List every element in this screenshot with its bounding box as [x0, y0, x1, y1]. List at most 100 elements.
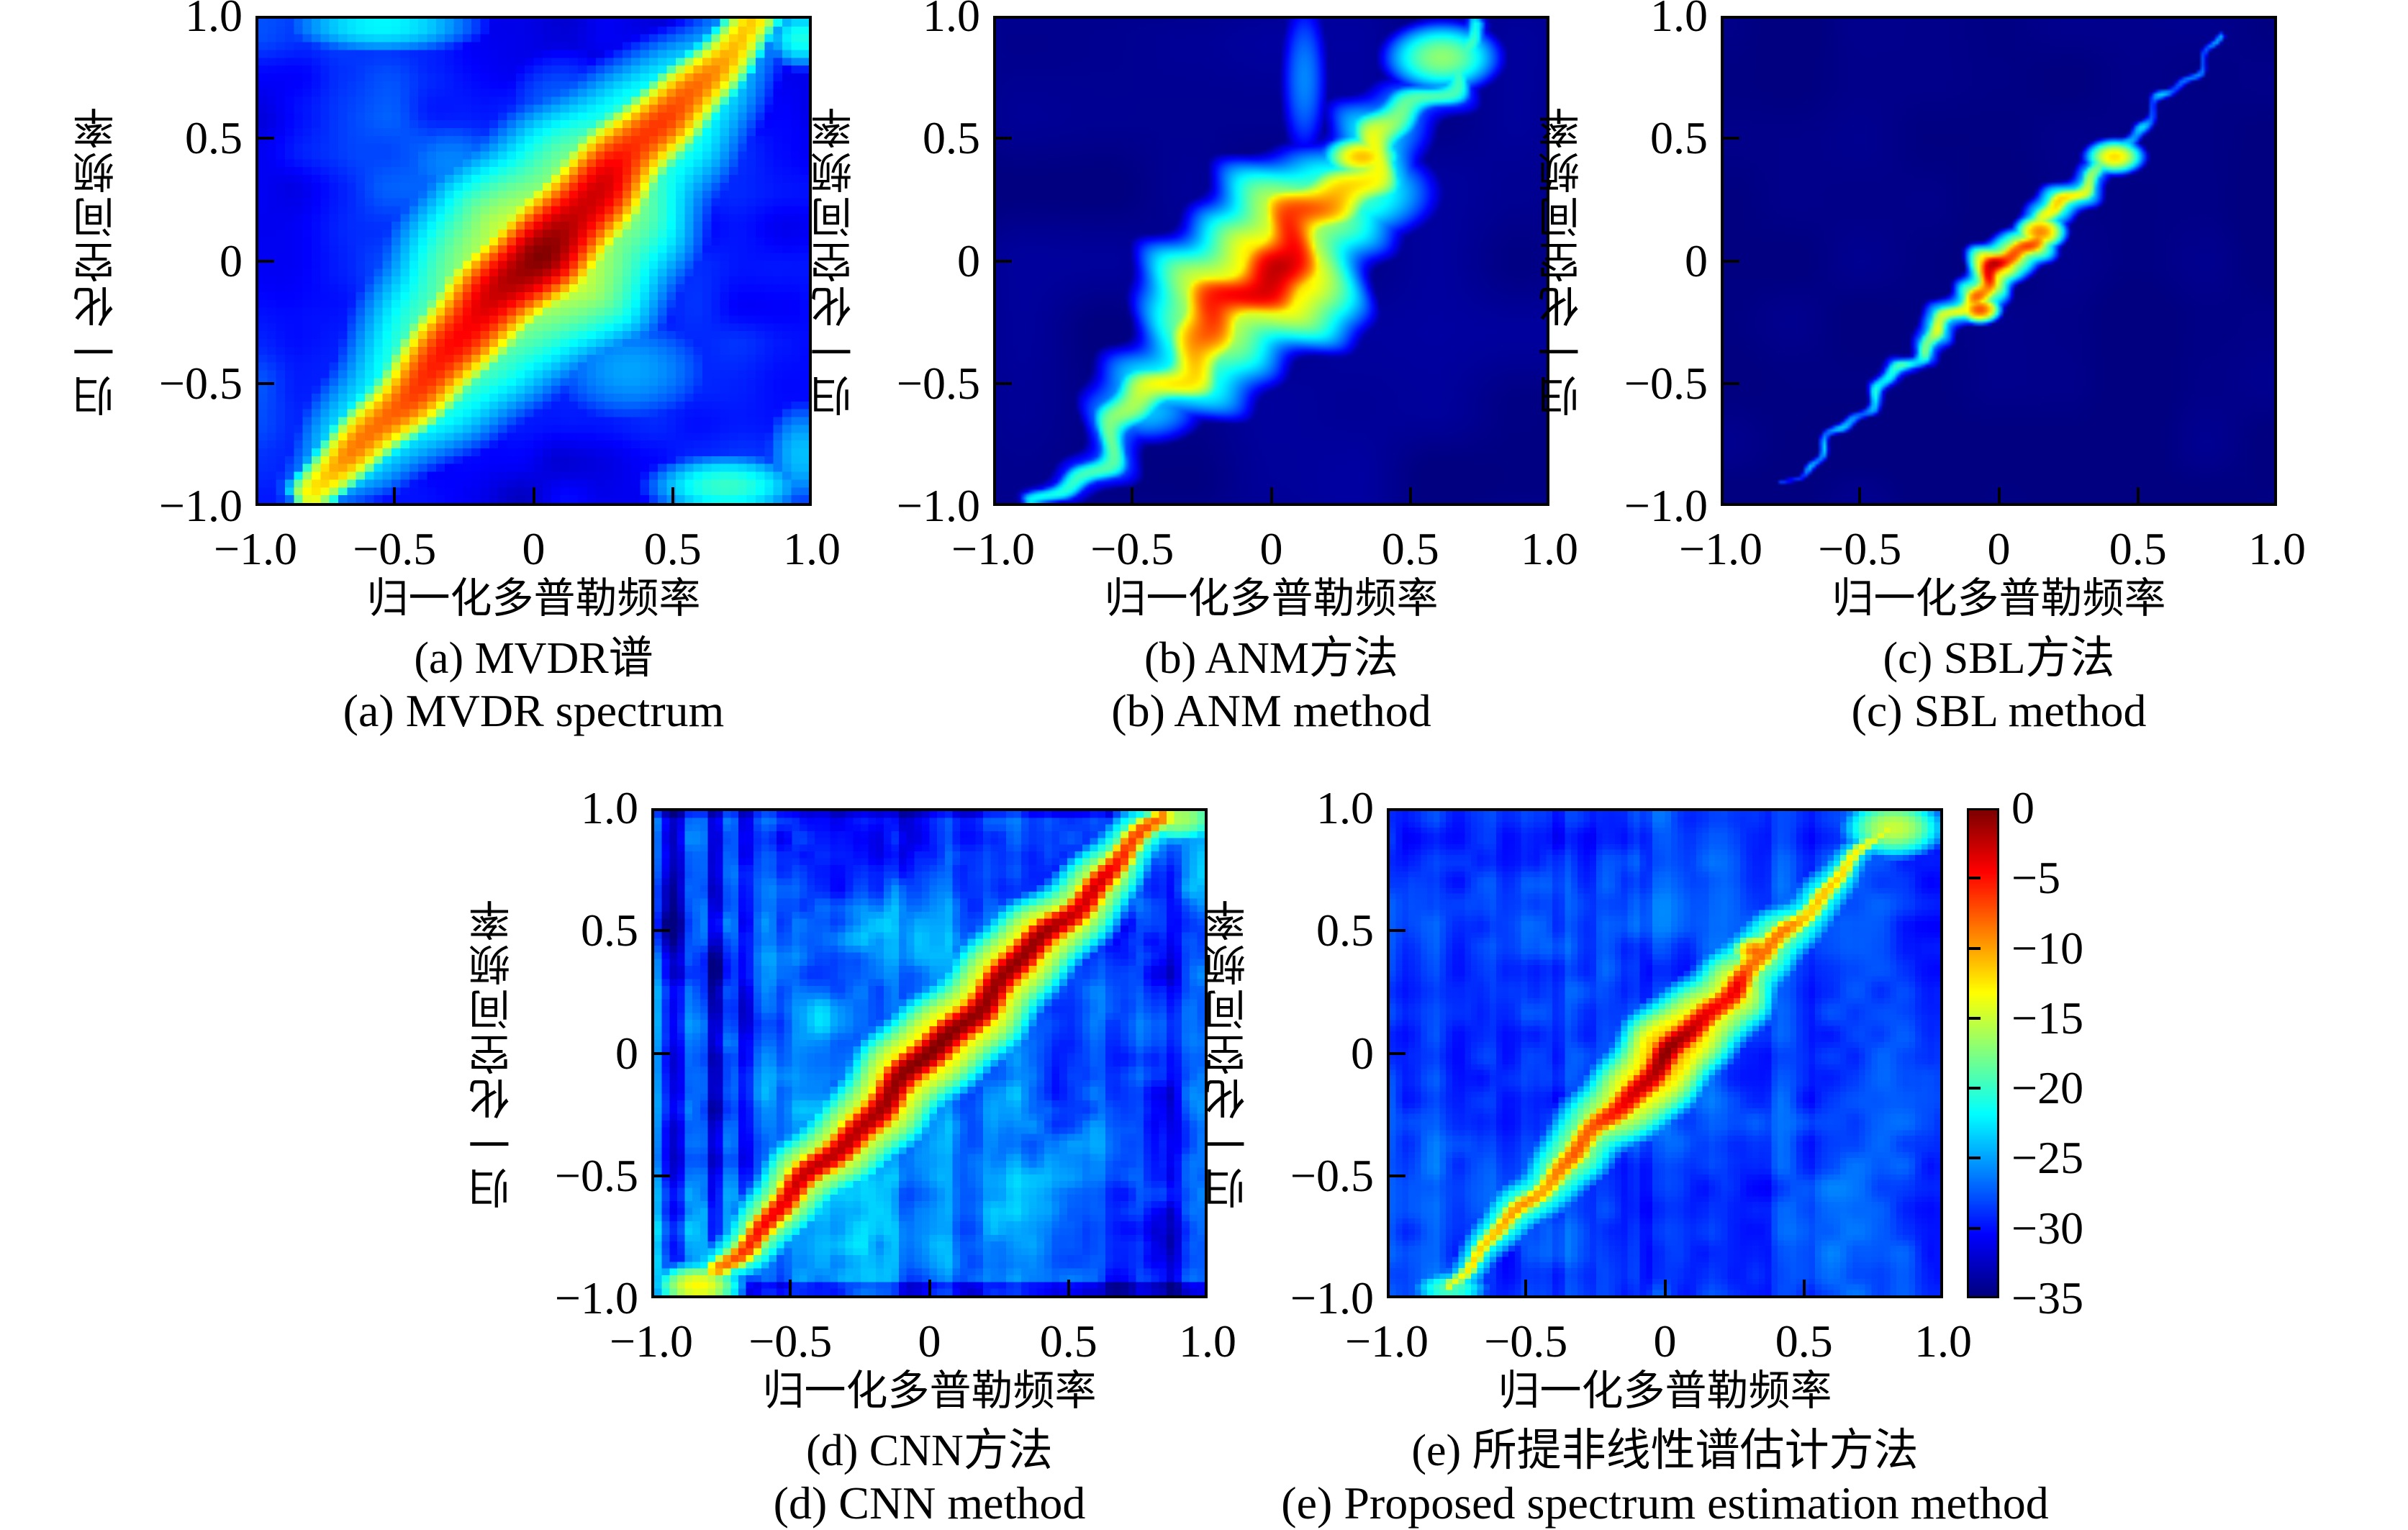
y-tick-label: 1.0 — [923, 0, 980, 41]
y-tick-mark — [1390, 929, 1406, 933]
x-tick-label: −1.0 — [1678, 523, 1763, 574]
colorbar-tick-label: −15 — [2011, 992, 2084, 1044]
y-tick-label: 0 — [219, 235, 243, 286]
y-tick-label: 1.0 — [185, 0, 243, 41]
y-tick-mark — [996, 259, 1012, 263]
caption-b: (b) ANM方法 (b) ANM method — [705, 633, 1837, 738]
x-tick-label: 0 — [918, 1316, 941, 1367]
heatmap-c — [1721, 16, 2277, 506]
caption-e: (e) 所提非线性谱估计方法 (e) Proposed spectrum est… — [1099, 1425, 2231, 1530]
caption-d: (d) CNN方法 (d) CNN method — [363, 1425, 1495, 1530]
colorbar-tick-mark — [1969, 1226, 1981, 1230]
y-tick-mark — [654, 1051, 670, 1055]
x-tick-label: −0.5 — [1818, 523, 1902, 574]
colorbar-gradient — [1967, 808, 1999, 1298]
x-tick-label: −1.0 — [609, 1316, 694, 1367]
x-tick-label: −0.5 — [1090, 523, 1174, 574]
colorbar-tick-mark — [1969, 946, 1981, 950]
x-tick-label: 0 — [1259, 523, 1283, 574]
y-tick-mark — [1390, 1174, 1406, 1177]
x-tick-mark — [1408, 487, 1412, 503]
y-tick-mark — [1724, 137, 1739, 140]
x-tick-mark — [1131, 487, 1134, 503]
heatmap-canvas-c — [1724, 19, 2274, 503]
x-tick-label: 0 — [1987, 523, 2011, 574]
colorbar-tick-mark — [1969, 1016, 1981, 1020]
subplot-a-mvdr-spectrum: 归一化空间频率 归一化多普勒频率 (a) MVDR谱 (a) MVDR spec… — [74, 0, 841, 736]
subplot-c-sbl-method: 归一化空间频率 归一化多普勒频率 (c) SBL方法 (c) SBL metho… — [1539, 0, 2306, 736]
y-tick-label: −1.0 — [1624, 480, 1708, 531]
y-tick-label: −1.0 — [554, 1272, 638, 1323]
y-tick-label: −0.5 — [896, 357, 980, 409]
x-tick-mark — [789, 1280, 792, 1295]
x-tick-label: −0.5 — [1484, 1316, 1568, 1367]
heatmap-canvas-a — [258, 19, 809, 503]
x-tick-mark — [1524, 1280, 1528, 1295]
y-tick-label: 0 — [1685, 235, 1708, 286]
heatmap-canvas-e — [1390, 811, 1940, 1295]
colorbar-tick-label: −35 — [2011, 1272, 2084, 1323]
subplot-d-cnn-method: 归一化空间频率 归一化多普勒频率 (d) CNN方法 (d) CNN metho… — [470, 782, 1236, 1529]
y-tick-mark — [258, 137, 274, 140]
x-tick-label: −1.0 — [1344, 1316, 1429, 1367]
colorbar-tick-label: −20 — [2011, 1062, 2084, 1114]
x-axis-label: 归一化多普勒频率 — [1104, 575, 1439, 622]
x-tick-mark — [1997, 487, 2001, 503]
y-tick-mark — [996, 137, 1012, 140]
x-axis-label: 归一化多普勒频率 — [1498, 1367, 1832, 1414]
y-tick-mark — [654, 1174, 670, 1177]
heatmap-canvas-d — [654, 811, 1205, 1295]
x-tick-mark — [671, 487, 674, 503]
x-tick-mark — [928, 1280, 931, 1295]
colorbar-tick-mark — [1969, 877, 1981, 880]
x-axis-label: 归一化多普勒频率 — [1832, 575, 2166, 622]
heatmap-e — [1387, 808, 1943, 1298]
x-tick-label: 1.0 — [783, 523, 841, 574]
subplot-b-anm-method: 归一化空间频率 归一化多普勒频率 (b) ANM方法 (b) ANM metho… — [812, 0, 1578, 736]
caption-c-en: (c) SBL method — [1851, 685, 2147, 736]
y-tick-mark — [258, 259, 274, 263]
y-tick-label: −1.0 — [1290, 1272, 1374, 1323]
heatmap-b — [993, 16, 1549, 506]
y-tick-label: −0.5 — [158, 357, 243, 409]
colorbar-tick-label: −10 — [2011, 922, 2084, 974]
x-tick-label: −0.5 — [748, 1316, 833, 1367]
x-tick-label: −0.5 — [353, 523, 437, 574]
y-tick-label: 0.5 — [1650, 112, 1708, 164]
x-tick-label: 0.5 — [2109, 523, 2167, 574]
colorbar-tick-label: −5 — [2011, 852, 2061, 904]
x-tick-label: 1.0 — [1914, 1316, 1972, 1367]
y-tick-mark — [1724, 381, 1739, 385]
x-tick-mark — [1067, 1280, 1070, 1295]
x-tick-mark — [1802, 1280, 1806, 1295]
caption-e-en: (e) Proposed spectrum estimation method — [1281, 1477, 2049, 1529]
x-tick-label: 0.5 — [1039, 1316, 1097, 1367]
y-tick-label: 0 — [1351, 1027, 1374, 1079]
x-tick-label: 0 — [522, 523, 546, 574]
caption-d-zh: (d) CNN方法 — [806, 1426, 1053, 1475]
y-tick-label: 0.5 — [923, 112, 980, 164]
colorbar: 0 −5 −10 −15 −20 −25 −30 −35 — [1967, 782, 2083, 1323]
heatmap-a — [255, 16, 812, 506]
x-tick-label: 0.5 — [643, 523, 702, 574]
caption-b-zh: (b) ANM方法 — [1144, 634, 1399, 683]
x-tick-label: −1.0 — [951, 523, 1036, 574]
y-tick-label: −0.5 — [1624, 357, 1708, 409]
y-tick-mark — [996, 381, 1012, 385]
y-tick-label: 0.5 — [185, 112, 243, 164]
y-tick-label: 1.0 — [581, 782, 638, 833]
x-tick-label: 1.0 — [1179, 1316, 1236, 1367]
y-tick-label: 0.5 — [1316, 905, 1374, 956]
y-tick-label: −0.5 — [1290, 1149, 1374, 1201]
y-tick-label: 1.0 — [1650, 0, 1708, 41]
y-tick-label: −1.0 — [158, 480, 243, 531]
caption-c: (c) SBL方法 (c) SBL method — [1433, 633, 2408, 738]
colorbar-tick-label: −25 — [2011, 1132, 2084, 1184]
x-tick-label: 1.0 — [1521, 523, 1578, 574]
colorbar-canvas — [1969, 810, 1997, 1296]
x-tick-mark — [2136, 487, 2140, 503]
caption-a-en: (a) MVDR spectrum — [343, 685, 725, 736]
colorbar-tick-label: 0 — [2011, 782, 2034, 833]
colorbar-tick-label: −30 — [2011, 1202, 2084, 1254]
y-tick-mark — [258, 381, 274, 385]
